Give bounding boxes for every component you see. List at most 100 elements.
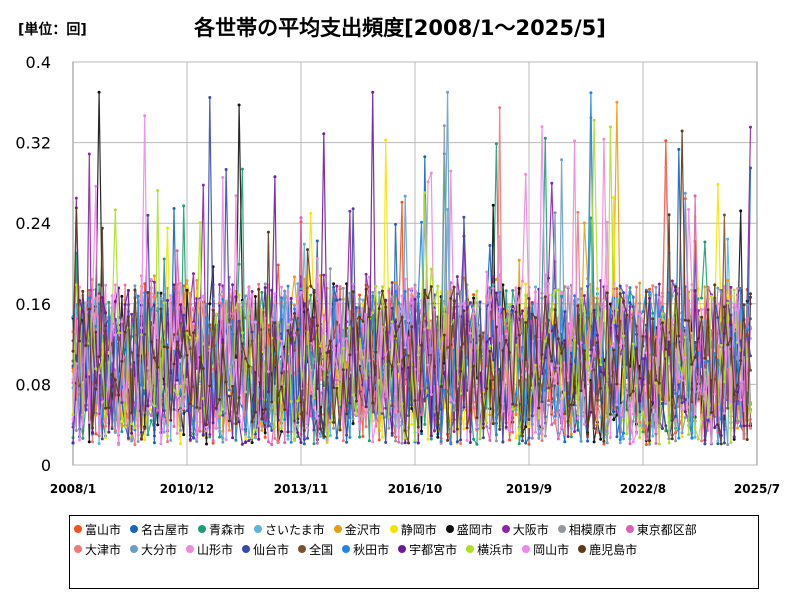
data-point [514, 392, 518, 396]
data-point [508, 438, 511, 442]
data-point [446, 438, 450, 442]
data-point [426, 363, 430, 367]
data-point [722, 305, 726, 309]
legend-marker [625, 525, 634, 533]
data-point [514, 436, 518, 440]
data-point [280, 359, 283, 363]
data-point [175, 393, 179, 397]
data-point [351, 290, 355, 294]
data-point [521, 279, 524, 283]
data-point [713, 377, 717, 381]
data-point [615, 100, 619, 104]
data-point [380, 412, 384, 415]
data-point [364, 405, 368, 409]
data-point [335, 378, 339, 382]
data-point [736, 421, 739, 425]
data-point [501, 440, 505, 444]
data-point [283, 432, 287, 436]
data-point [341, 338, 345, 342]
data-point [182, 433, 186, 437]
data-point [87, 296, 91, 300]
data-point [442, 388, 446, 392]
data-point [120, 386, 124, 390]
data-point [485, 340, 489, 344]
data-point [615, 287, 619, 291]
data-point [592, 308, 596, 312]
data-point [273, 436, 277, 440]
data-point [247, 286, 251, 290]
data-point [491, 422, 495, 426]
data-point [726, 364, 730, 368]
legend-item: さいたま市 [254, 519, 325, 539]
data-point [410, 422, 414, 426]
data-point [394, 392, 397, 396]
legend-label: 山形市 [197, 542, 234, 557]
data-point [166, 434, 169, 438]
data-point [677, 383, 681, 387]
data-point [221, 290, 225, 294]
data-point [426, 437, 430, 441]
data-point [273, 321, 277, 325]
data-point [325, 441, 329, 444]
data-point [332, 420, 336, 424]
data-point [139, 326, 143, 330]
data-point [618, 343, 622, 347]
data-point [221, 413, 225, 417]
data-point [644, 290, 648, 294]
data-point [716, 286, 720, 290]
data-point [247, 435, 251, 439]
data-point [547, 399, 550, 403]
data-point [429, 171, 433, 175]
data-point [449, 169, 453, 173]
data-point [84, 407, 88, 411]
data-point [234, 438, 238, 442]
data-point [504, 338, 508, 342]
data-point [586, 345, 590, 349]
data-point [514, 413, 518, 417]
data-point [514, 310, 518, 314]
data-point [195, 405, 199, 409]
data-point [237, 262, 241, 266]
data-point [573, 430, 577, 433]
data-point [299, 441, 303, 444]
data-point [185, 378, 189, 381]
data-point [631, 440, 635, 444]
data-point [485, 334, 489, 338]
data-point [657, 282, 661, 286]
legend-label: 鹿児島市 [589, 542, 638, 557]
data-point [511, 430, 515, 434]
data-point [182, 355, 186, 359]
data-point [426, 326, 430, 330]
data-point [540, 439, 544, 443]
data-point [283, 408, 287, 411]
data-point [384, 394, 388, 398]
data-point [384, 138, 388, 142]
data-point [530, 386, 534, 390]
data-point [729, 337, 733, 340]
data-point [322, 434, 326, 438]
data-point [185, 279, 189, 283]
data-point [309, 317, 313, 321]
data-point [390, 281, 394, 285]
data-point [403, 277, 407, 281]
data-point [332, 426, 336, 430]
data-point [152, 303, 156, 307]
data-point [452, 408, 456, 412]
data-point [273, 175, 277, 179]
legend-item: 岡山市 [522, 539, 569, 559]
data-point [263, 435, 267, 439]
data-point [84, 344, 88, 348]
data-point [156, 189, 160, 192]
data-point [136, 416, 140, 419]
data-point [84, 301, 88, 305]
data-point [169, 294, 173, 298]
data-point [644, 437, 648, 441]
data-point [700, 375, 704, 379]
data-point [612, 196, 616, 200]
data-point [400, 200, 404, 204]
data-point [338, 428, 342, 432]
legend-label: 静岡市 [400, 522, 437, 537]
data-point [237, 321, 241, 325]
data-point [270, 422, 274, 426]
data-point [130, 411, 134, 415]
